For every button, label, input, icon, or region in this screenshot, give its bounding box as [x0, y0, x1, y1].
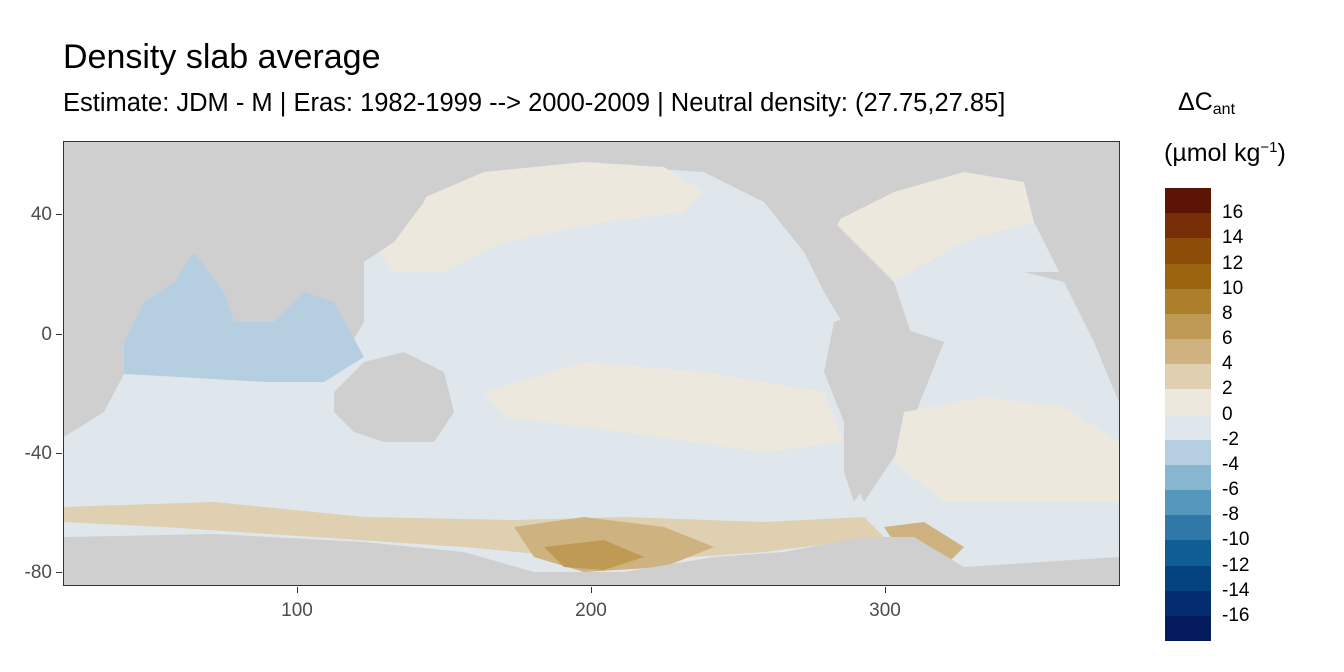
- legend-color-bin: [1165, 188, 1211, 214]
- chart-title: Density slab average: [63, 38, 381, 76]
- legend-color-bin: [1165, 414, 1211, 441]
- x-tick-mark: [885, 587, 886, 593]
- legend-color-bin: [1165, 263, 1211, 290]
- y-tick-label: -40: [24, 443, 52, 464]
- australia: [334, 352, 454, 442]
- map-panel: [63, 141, 1120, 586]
- legend-color-bin: [1165, 515, 1211, 541]
- legend-label: 8: [1222, 302, 1233, 324]
- x-tick-label: 100: [281, 600, 313, 621]
- ross-sea-dark: [544, 540, 644, 570]
- africa-east: [1024, 272, 1119, 402]
- legend-color-bin: [1165, 313, 1211, 340]
- legend-label: -8: [1222, 504, 1239, 526]
- legend-color-bin: [1165, 490, 1211, 516]
- legend-title: ΔCant: [1178, 90, 1235, 118]
- asia: [64, 142, 444, 282]
- legend-label: 2: [1222, 378, 1233, 400]
- south-pacific-tan: [484, 362, 844, 452]
- europe: [1024, 142, 1119, 282]
- legend-label: -2: [1222, 428, 1239, 450]
- legend-label: 14: [1222, 227, 1244, 249]
- legend-color-bin: [1165, 439, 1211, 466]
- legend-label: -12: [1222, 554, 1250, 576]
- legend-colorbar: [1165, 188, 1211, 642]
- y-tick-label: -80: [24, 562, 52, 583]
- ocean-map: [64, 142, 1119, 585]
- x-tick-mark: [591, 587, 592, 593]
- legend-unit-suffix: ): [1277, 139, 1286, 167]
- legend-color-bin: [1165, 339, 1211, 365]
- legend-color-bin: [1165, 213, 1211, 239]
- legend-label: 0: [1222, 403, 1233, 425]
- legend-label: 12: [1222, 252, 1244, 274]
- y-tick-label: 0: [41, 324, 52, 345]
- legend-label: 10: [1222, 277, 1244, 299]
- x-tick-mark: [297, 587, 298, 593]
- y-tick-label: 40: [30, 204, 52, 225]
- legend-color-bin: [1165, 615, 1211, 642]
- legend-color-bin: [1165, 288, 1211, 315]
- legend-color-bin: [1165, 238, 1211, 264]
- antarctica: [64, 534, 1119, 585]
- north-america: [704, 142, 964, 272]
- africa: [64, 252, 144, 437]
- legend-color-bin: [1165, 464, 1211, 491]
- north-atlantic-tan: [834, 172, 1034, 282]
- x-tick-label: 300: [869, 600, 901, 621]
- legend-unit: (µmol kg−1): [1164, 140, 1286, 166]
- chart-subtitle: Estimate: JDM - M | Eras: 1982-1999 --> …: [63, 89, 1006, 117]
- legend-title-symbol: ΔC: [1178, 88, 1213, 116]
- legend-label: -4: [1222, 453, 1239, 475]
- legend-color-bin: [1165, 565, 1211, 592]
- legend-color-bin: [1165, 590, 1211, 617]
- y-tick-mark: [56, 334, 62, 335]
- legend-color-bin: [1165, 364, 1211, 390]
- indian-ocean: [124, 252, 364, 382]
- legend-label: -10: [1222, 529, 1250, 551]
- y-tick-mark: [56, 214, 62, 215]
- south-atlantic-tan: [894, 397, 1119, 502]
- indian-ocean-south: [64, 374, 334, 462]
- legend-label: -16: [1222, 604, 1250, 626]
- legend-label: -14: [1222, 579, 1250, 601]
- legend-color-bin: [1165, 540, 1211, 566]
- legend-label: -6: [1222, 479, 1239, 500]
- north-pacific-tan: [379, 162, 704, 272]
- legend-unit-prefix: (µmol kg: [1164, 139, 1261, 167]
- legend-label: 16: [1222, 202, 1244, 224]
- y-tick-mark: [56, 453, 62, 454]
- legend-label: 4: [1222, 353, 1233, 375]
- south-america: [824, 312, 944, 502]
- legend-label: 6: [1222, 328, 1233, 349]
- y-tick-mark: [56, 572, 62, 573]
- legend-unit-superscript: −1: [1260, 139, 1278, 156]
- x-tick-label: 200: [575, 600, 607, 621]
- legend-color-bin: [1165, 389, 1211, 415]
- legend-title-subscript: ant: [1212, 101, 1236, 118]
